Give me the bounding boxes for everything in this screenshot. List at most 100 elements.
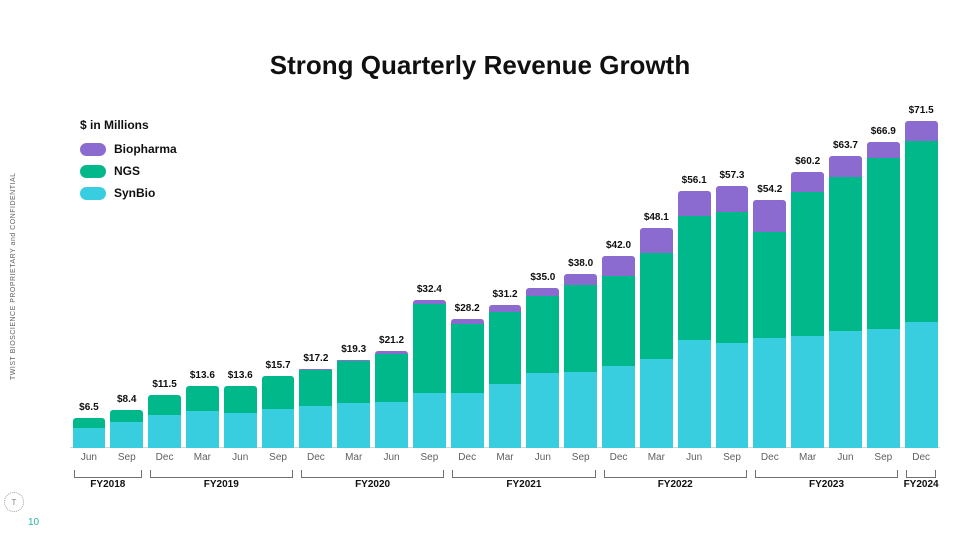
bar-slot: $31.2 <box>489 305 522 448</box>
bar-segment-synbio <box>186 411 219 448</box>
stacked-bar <box>867 142 900 448</box>
bar-segment-ngs <box>829 177 862 331</box>
x-tick-label: Mar <box>337 452 370 463</box>
bar-value-label: $31.2 <box>485 289 524 303</box>
bar-segment-ngs <box>905 141 938 322</box>
bar-segment-biopharma <box>829 156 862 177</box>
stacked-bar <box>110 410 143 448</box>
fiscal-year-bracket <box>74 470 142 478</box>
stacked-bar <box>678 191 711 448</box>
bar-segment-synbio <box>262 409 295 448</box>
fiscal-year-label: FY2020 <box>297 479 448 490</box>
stacked-bar <box>526 288 559 448</box>
bar-slot: $19.3 <box>337 360 370 448</box>
bar-segment-biopharma <box>526 288 559 296</box>
bar-segment-ngs <box>602 276 635 365</box>
bar-segment-ngs <box>224 386 257 413</box>
chart-title: Strong Quarterly Revenue Growth <box>0 50 960 81</box>
fiscal-year-bracket <box>906 470 936 478</box>
bar-value-label: $15.7 <box>258 360 297 374</box>
bar-value-label: $17.2 <box>296 353 335 367</box>
bar-value-label: $63.7 <box>826 140 865 154</box>
confidential-side-text: TWIST BIOSCIENCE PROPRIETARY and CONFIDE… <box>10 172 17 380</box>
x-tick-label: Dec <box>602 452 635 463</box>
bar-slot: $48.1 <box>640 228 673 448</box>
stacked-bar <box>602 256 635 448</box>
bar-value-label: $48.1 <box>637 212 676 226</box>
bar-segment-ngs <box>375 354 408 402</box>
bar-segment-biopharma <box>791 172 824 191</box>
x-tick-label: Mar <box>791 452 824 463</box>
bar-segment-synbio <box>678 340 711 448</box>
bar-segment-synbio <box>526 373 559 448</box>
x-tick-label: Jun <box>678 452 711 463</box>
bar-slot: $11.5 <box>148 395 181 448</box>
stacked-bar <box>148 395 181 448</box>
bar-segment-ngs <box>186 386 219 412</box>
bar-segment-biopharma <box>753 200 786 232</box>
bar-segment-ngs <box>678 216 711 340</box>
bar-slot: $15.7 <box>262 376 295 448</box>
bar-segment-ngs <box>791 192 824 336</box>
stacked-bar <box>640 228 673 448</box>
fiscal-year-group: FY2019 <box>146 470 297 498</box>
stacked-bar <box>564 274 597 448</box>
stacked-bar <box>791 172 824 448</box>
x-tick-label: Dec <box>148 452 181 463</box>
x-tick-label: Sep <box>867 452 900 463</box>
fiscal-year-group: FY2023 <box>751 470 902 498</box>
fiscal-year-label: FY2019 <box>146 479 297 490</box>
company-logo-mark: T <box>4 492 24 512</box>
fiscal-year-group: FY2018 <box>70 470 146 498</box>
bar-slot: $6.5 <box>73 418 106 448</box>
bar-value-label: $56.1 <box>674 175 713 189</box>
bar-slot: $54.2 <box>753 200 786 448</box>
bar-value-label: $8.4 <box>107 394 146 408</box>
bar-segment-synbio <box>224 413 257 448</box>
bar-segment-ngs <box>73 418 106 428</box>
bar-value-label: $19.3 <box>334 344 373 358</box>
x-tick-label: Sep <box>262 452 295 463</box>
bar-segment-biopharma <box>867 142 900 158</box>
bar-segment-synbio <box>905 322 938 448</box>
page-number: 10 <box>28 517 39 528</box>
bar-segment-ngs <box>753 232 786 338</box>
bar-segment-synbio <box>299 406 332 448</box>
bar-value-label: $54.2 <box>750 184 789 198</box>
bar-segment-biopharma <box>905 121 938 142</box>
fiscal-year-bracket <box>604 470 747 478</box>
bar-value-label: $35.0 <box>523 272 562 286</box>
bar-segment-ngs <box>262 376 295 409</box>
fiscal-year-bracket <box>755 470 898 478</box>
bar-segment-ngs <box>148 395 181 415</box>
bar-segment-ngs <box>413 304 446 393</box>
bar-segment-synbio <box>337 403 370 448</box>
bar-segment-ngs <box>526 296 559 373</box>
bar-segment-ngs <box>716 212 749 343</box>
bars-container: $6.5$8.4$11.5$13.6$13.6$15.7$17.2$19.3$2… <box>70 121 940 448</box>
x-tick-label: Mar <box>489 452 522 463</box>
bar-segment-synbio <box>753 338 786 448</box>
x-tick-label: Dec <box>905 452 938 463</box>
stacked-bar <box>224 386 257 448</box>
bar-segment-synbio <box>602 366 635 448</box>
x-tick-label: Jun <box>829 452 862 463</box>
stacked-bar <box>753 200 786 448</box>
x-tick-label: Jun <box>224 452 257 463</box>
x-tick-label: Jun <box>375 452 408 463</box>
stacked-bar <box>337 360 370 448</box>
bar-slot: $17.2 <box>299 369 332 448</box>
bar-segment-synbio <box>451 393 484 448</box>
stacked-bar <box>375 351 408 448</box>
bar-segment-synbio <box>413 393 446 448</box>
bar-segment-ngs <box>451 324 484 393</box>
bar-slot: $8.4 <box>110 410 143 448</box>
bar-slot: $56.1 <box>678 191 711 448</box>
bar-segment-synbio <box>564 372 597 448</box>
bar-value-label: $13.6 <box>221 370 260 384</box>
stacked-bar <box>489 305 522 448</box>
fiscal-year-label: FY2018 <box>70 479 146 490</box>
bar-slot: $28.2 <box>451 319 484 448</box>
fiscal-year-bracket <box>150 470 293 478</box>
fiscal-year-group: FY2022 <box>600 470 751 498</box>
